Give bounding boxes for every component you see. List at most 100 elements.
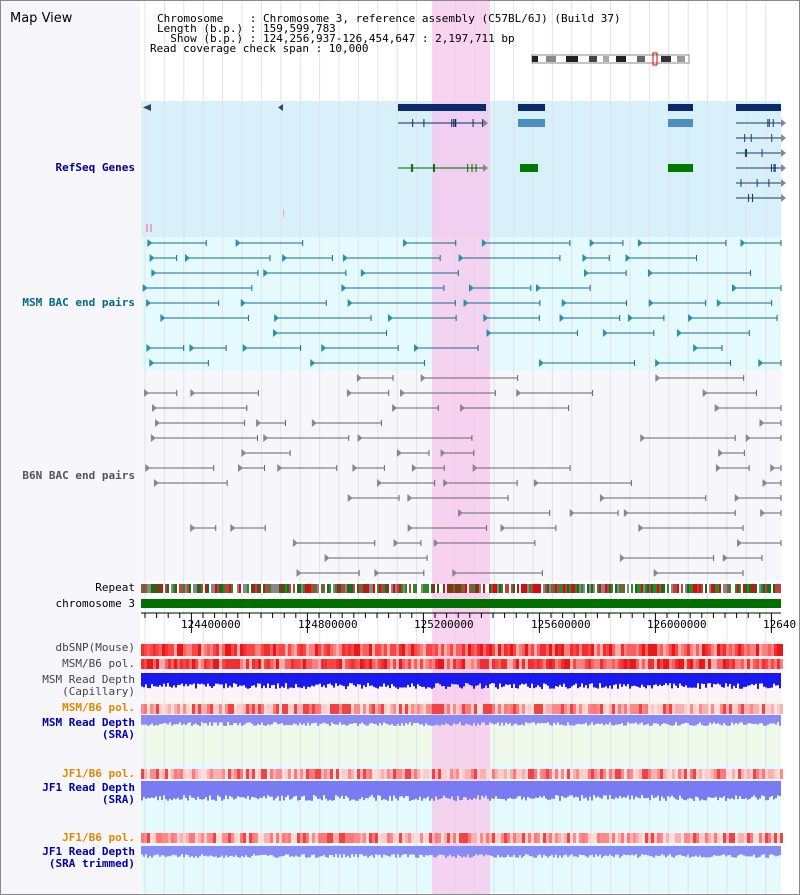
depth-bar <box>683 781 685 800</box>
track-label-msm-b6-pol-1[interactable]: MSM/B6 pol. <box>62 657 135 670</box>
heat-cell <box>327 644 330 656</box>
track-label-jf1-depth-sra[interactable]: JF1 Read Depth (SRA) <box>42 781 135 806</box>
repeat-cell <box>719 584 721 593</box>
depth-bar <box>219 715 221 723</box>
depth-bar <box>757 715 759 725</box>
depth-bar <box>179 673 181 685</box>
track-label-jf1-depth-trimmed[interactable]: JF1 Read Depth (SRA trimmed) <box>42 845 135 870</box>
repeat-cell <box>237 584 239 593</box>
depth-bar <box>771 715 773 724</box>
heat-cell <box>270 769 273 779</box>
heat-cell <box>549 659 552 669</box>
depth-bar <box>739 715 741 723</box>
heat-cell <box>279 704 282 714</box>
heat-cell <box>621 659 624 669</box>
depth-bar <box>153 673 155 687</box>
depth-bar <box>141 781 143 801</box>
depth-bar <box>303 715 305 724</box>
bac-end-marker <box>637 239 643 247</box>
refseq-gene-block <box>518 119 545 127</box>
track-label-jf1-b6-pol-2[interactable]: JF1/B6 pol. <box>62 831 135 844</box>
bac-end-marker <box>414 344 420 352</box>
repeat-cell <box>433 584 435 593</box>
depth-bar <box>767 715 769 725</box>
depth-bar <box>151 781 153 798</box>
heat-cell <box>507 644 510 656</box>
repeat-cell <box>491 584 493 593</box>
heat-cell <box>297 704 300 714</box>
depth-bar <box>719 781 721 798</box>
repeat-cell <box>155 584 157 593</box>
heat-cell <box>663 644 666 656</box>
heat-cell <box>273 704 276 714</box>
heat-cell <box>687 704 690 714</box>
heat-cell <box>213 704 216 714</box>
heat-cell <box>150 644 153 656</box>
depth-bar <box>679 673 681 684</box>
depth-bar <box>369 673 371 686</box>
repeat-cell <box>497 584 499 593</box>
heat-cell <box>354 704 357 714</box>
heat-cell <box>348 704 351 714</box>
track-label-b6n-bac[interactable]: B6N BAC end pairs <box>22 469 135 482</box>
bac-end-marker <box>602 329 608 337</box>
heat-cell <box>468 833 471 843</box>
depth-bar <box>535 781 537 798</box>
depth-bar <box>765 846 767 858</box>
track-label-refseq[interactable]: RefSeq Genes <box>55 161 135 174</box>
heat-cell <box>168 644 171 656</box>
heat-cell <box>447 833 450 843</box>
heat-cell <box>192 833 195 843</box>
depth-bar <box>595 715 597 724</box>
depth-bar <box>401 846 403 856</box>
depth-bar <box>381 715 383 726</box>
track-label-msm-depth-sra[interactable]: MSM Read Depth (SRA) <box>42 716 135 741</box>
heat-cell <box>558 659 561 669</box>
depth-bar <box>603 715 605 726</box>
heat-cell <box>381 833 384 843</box>
track-label-msm-depth-capillary[interactable]: MSM Read Depth (Capillary) <box>42 673 135 698</box>
depth-bar <box>763 781 765 796</box>
heat-cell <box>297 769 300 779</box>
heat-cell <box>753 704 756 714</box>
heat-cell <box>591 704 594 714</box>
bac-end-marker <box>230 524 236 532</box>
depth-bar <box>421 673 423 687</box>
depth-bar <box>731 673 733 689</box>
depth-bar <box>527 715 529 724</box>
heat-cell <box>381 769 384 779</box>
track-label-jf1-b6-pol-1[interactable]: JF1/B6 pol. <box>62 767 135 780</box>
repeat-cell <box>659 584 661 593</box>
heat-cell <box>318 704 321 714</box>
depth-bar <box>189 781 191 796</box>
depth-bar <box>615 846 617 855</box>
depth-bar <box>237 846 239 858</box>
depth-bar <box>469 781 471 799</box>
depth-bar <box>477 673 479 686</box>
heat-cell <box>588 659 591 669</box>
repeat-cell <box>733 584 735 593</box>
heat-cell <box>750 659 753 669</box>
heat-cell <box>180 833 183 843</box>
heat-cell <box>657 704 660 714</box>
depth-bar <box>715 781 717 797</box>
heat-cell <box>252 833 255 843</box>
heat-cell <box>459 769 462 779</box>
depth-bar <box>205 846 207 856</box>
repeat-cell <box>507 584 509 593</box>
depth-bar <box>603 846 605 856</box>
depth-bar <box>433 781 435 801</box>
track-label-msm-bac[interactable]: MSM BAC end pairs <box>22 296 135 309</box>
depth-bar <box>309 673 311 688</box>
track-label-msm-b6-pol-2[interactable]: MSM/B6 pol. <box>62 701 135 714</box>
heat-cell <box>591 644 594 656</box>
depth-bar <box>645 781 647 799</box>
bac-end-marker <box>655 374 661 382</box>
heat-cell <box>153 769 156 779</box>
depth-bar <box>641 781 643 796</box>
heat-cell <box>393 644 396 656</box>
track-label-dbsnp[interactable]: dbSNP(Mouse) <box>55 641 135 654</box>
depth-bar <box>529 715 531 724</box>
repeat-cell <box>645 584 647 593</box>
